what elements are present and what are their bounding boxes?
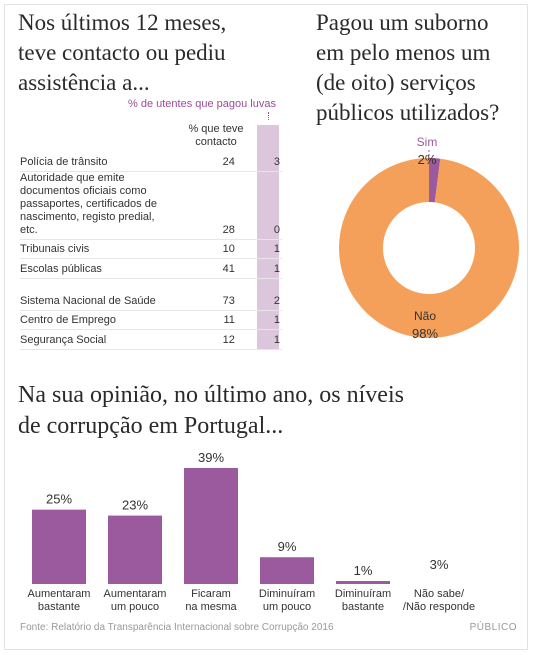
table-row: Centro de Emprego 11 1 [20, 311, 282, 330]
table-row: Escolas públicas 41 1 [20, 259, 282, 279]
bar [336, 581, 390, 584]
service-name: Sistema Nacional de Saúde [20, 295, 156, 307]
service-name: Tribunais civis [20, 243, 90, 255]
contact-column-header: % que teve contacto [188, 123, 244, 148]
service-name: Centro de Emprego [20, 314, 116, 326]
nao-value-label: 98% [412, 326, 438, 341]
contact-value: 24 [222, 156, 235, 168]
table-row: Tribunais civis 10 1 [20, 240, 282, 259]
service-name: Segurança Social [20, 334, 107, 346]
paid-value: 0 [273, 224, 280, 236]
bar-category-label: Aumentaram bastante [28, 588, 91, 613]
contact-title: Nos últimos 12 meses, teve contacto ou p… [18, 10, 227, 95]
paid-value: 1 [273, 314, 280, 326]
donut-slice-sim [429, 158, 441, 203]
paid-value: 1 [273, 263, 280, 275]
services-table: Polícia de trânsito 24 3 Autoridade que emi… [20, 150, 282, 350]
bar-category-label: Aumentaram um pouco [104, 588, 167, 613]
service-name: Polícia de trânsito [20, 156, 108, 168]
sim-label: Sim [417, 135, 438, 149]
contact-value: 28 [222, 224, 235, 236]
paid-value: 1 [273, 243, 280, 255]
contact-value: 73 [222, 295, 235, 307]
bar-value-label: 39% [198, 450, 224, 465]
service-name: Autoridade que emite documentos oficiais… [20, 172, 157, 236]
bar-value-label: 23% [122, 498, 148, 513]
bar-value-label: 1% [354, 563, 373, 578]
bar [108, 515, 162, 584]
table-row: Autoridade que emite documentos oficiais… [20, 172, 282, 240]
table-row: Sistema Nacional de Saúde 73 2 [20, 279, 282, 311]
paid-column-legend: % de utentes que pagou luvas [127, 98, 276, 110]
paid-legend-pointer [268, 112, 269, 120]
table-row: Segurança Social 12 1 [20, 330, 282, 350]
paid-value: 2 [273, 295, 280, 307]
bribe-title: Pagou um suborno em pelo menos um (de oi… [316, 10, 500, 125]
corruption-title: Na sua opinião, no último ano, os níveis… [18, 382, 404, 439]
bar-category-label: Ficaram na mesma [185, 588, 237, 613]
paid-value: 1 [273, 334, 280, 346]
paid-value: 3 [273, 156, 280, 168]
bar-value-label: 3% [430, 557, 449, 572]
bar-category-label: Não sabe//Não responde [403, 588, 475, 613]
contact-value: 41 [222, 263, 235, 275]
corruption-bar-chart: 25% Aumentaram bastante 23% Aumentaram um pou… [16, 448, 516, 618]
nao-label: Não [414, 309, 436, 323]
sim-value-label: 2% [418, 152, 437, 167]
figure-frame [4, 4, 528, 650]
bar-category-label: Diminuíram um pouco [259, 588, 315, 613]
bar [260, 557, 314, 584]
bar-value-label: 25% [46, 492, 72, 507]
bar-category-label: Diminuíram bastante [335, 588, 391, 613]
publisher-label: PÚBLICO [469, 622, 517, 633]
source-note: Fonte: Relatório da Transparência Intern… [20, 622, 334, 633]
paid-column-band [257, 125, 279, 349]
bar-value-label: 9% [278, 539, 297, 554]
bar [32, 509, 86, 584]
table-row: Polícia de trânsito 24 3 [20, 150, 282, 172]
bar [184, 468, 238, 584]
bribe-donut-chart: Sim 2% Não 98% [334, 130, 524, 360]
service-name: Escolas públicas [20, 263, 102, 275]
donut-slice-nao [339, 157, 519, 338]
contact-value: 11 [223, 314, 235, 326]
contact-value: 10 [222, 243, 235, 255]
contact-value: 12 [222, 334, 235, 346]
